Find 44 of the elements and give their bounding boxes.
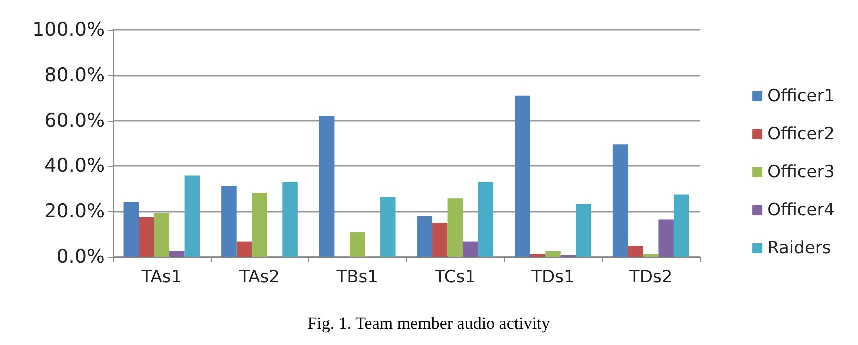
- bar: [170, 251, 185, 257]
- bar: [222, 186, 237, 257]
- y-tick-label: 100.0%: [32, 19, 105, 41]
- bar: [350, 232, 366, 257]
- y-tick-label: 60.0%: [44, 110, 105, 132]
- bar: [612, 144, 628, 257]
- bar: [478, 182, 494, 257]
- bar: [515, 96, 530, 257]
- bar: [674, 194, 690, 257]
- legend-label: Raiders: [768, 238, 832, 258]
- y-tick-label: 0.0%: [56, 246, 105, 268]
- y-tick-label: 20.0%: [44, 200, 105, 223]
- bar: [154, 213, 170, 257]
- bar: [448, 198, 464, 257]
- bar: [643, 254, 659, 257]
- y-tick-label: 40.0%: [44, 155, 105, 178]
- y-tick-label: 80.0%: [44, 64, 105, 86]
- legend-label: Officer4: [768, 200, 836, 220]
- bar: [139, 218, 154, 257]
- x-tick-label: TDs1: [530, 268, 575, 288]
- x-tick-label: TDs2: [628, 268, 673, 288]
- bar: [417, 216, 433, 257]
- bar: [658, 220, 674, 257]
- bar: [463, 242, 478, 257]
- x-tick-label: TCs1: [434, 268, 476, 288]
- bar: [576, 204, 592, 257]
- bar: [530, 254, 546, 257]
- bar: [319, 116, 335, 257]
- bar: [124, 202, 140, 257]
- x-tick-label: TBs1: [336, 268, 378, 288]
- bar: [236, 242, 252, 257]
- bar: [282, 182, 298, 257]
- bar: [432, 222, 448, 257]
- bar: [184, 176, 200, 257]
- x-tick-label: TAs2: [238, 268, 280, 288]
- bar: [252, 192, 268, 257]
- bar: [546, 251, 561, 257]
- bar: [380, 197, 396, 257]
- x-tick-label: TAs1: [140, 268, 182, 288]
- legend-label: Officer3: [768, 162, 836, 182]
- bar: [628, 246, 644, 257]
- legend-label: Officer2: [768, 124, 836, 144]
- text: Fig. 1. Team member audio activity: [308, 314, 551, 333]
- legend-label: Officer1: [768, 86, 836, 106]
